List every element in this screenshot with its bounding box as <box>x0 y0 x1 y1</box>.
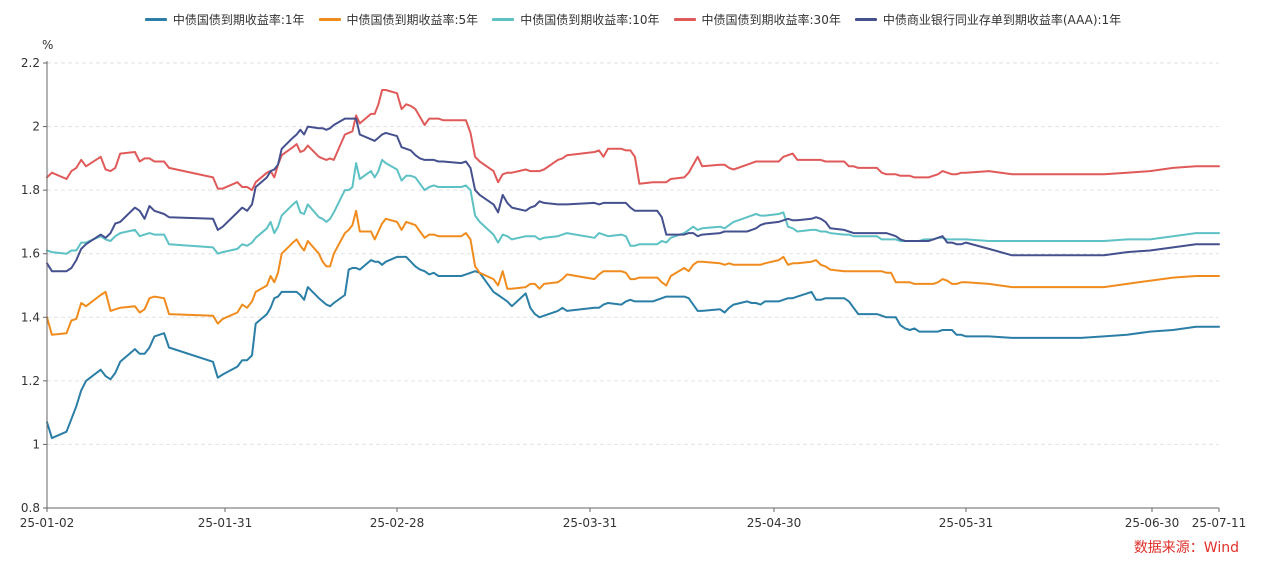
legend-item-30y-treasury[interactable]: 中债国债到期收益率:30年 <box>673 11 841 28</box>
legend-item-1y-treasury[interactable]: 中债国债到期收益率:1年 <box>144 11 305 28</box>
legend-swatch-10y-treasury <box>492 17 515 21</box>
legend: 中债国债到期收益率:1年 中债国债到期收益率:5年 中债国债到期收益率:10年 … <box>0 9 1266 29</box>
y-tick-label-4: 1.6 <box>21 247 40 261</box>
legend-label-ncd-1y: 中债商业银行同业存单到期收益率(AAA):1年 <box>882 12 1122 27</box>
x-tick-label-6: 25-06-30 <box>1125 516 1179 530</box>
legend-item-ncd-1y[interactable]: 中债商业银行同业存单到期收益率(AAA):1年 <box>854 11 1122 28</box>
legend-label-10y-treasury: 中债国债到期收益率:10年 <box>520 12 660 27</box>
x-tick-label-0: 25-01-02 <box>20 516 74 530</box>
legend-item-5y-treasury[interactable]: 中债国债到期收益率:5年 <box>318 11 479 28</box>
x-tick-label-2: 25-02-28 <box>370 516 424 530</box>
x-tick-label-4: 25-04-30 <box>747 516 801 530</box>
line-30y-treasury <box>46 89 1220 192</box>
source-note: 数据来源：Wind <box>1133 540 1239 556</box>
y-tick-label-3: 1.4 <box>21 310 40 324</box>
grid-layer <box>47 62 1219 445</box>
y-tick-label-1: 1 <box>32 437 40 451</box>
y-tick-label-6: 2 <box>32 120 40 134</box>
y-tick-label-7: 2.2 <box>21 56 40 70</box>
line-1y-treasury <box>46 255 1220 440</box>
line-10y-treasury <box>46 158 1220 255</box>
x-tick-label-1: 25-01-31 <box>198 516 252 530</box>
y-tick-label-2: 1.2 <box>21 374 40 388</box>
legend-label-1y-treasury: 中债国债到期收益率:1年 <box>172 12 305 27</box>
legend-label-5y-treasury: 中债国债到期收益率:5年 <box>346 12 479 27</box>
legend-item-10y-treasury[interactable]: 中债国债到期收益率:10年 <box>492 11 660 28</box>
line-5y-treasury <box>46 209 1220 336</box>
y-tick-label-5: 1.8 <box>21 183 40 197</box>
legend-swatch-1y-treasury <box>144 17 167 21</box>
series-layer <box>46 89 1220 440</box>
legend-swatch-ncd-1y <box>854 17 877 21</box>
legend-label-30y-treasury: 中债国债到期收益率:30年 <box>701 12 841 27</box>
x-tick-label-5: 25-05-31 <box>939 516 993 530</box>
y-tick-label-0: 0.8 <box>21 501 40 515</box>
x-tick-label-3: 25-03-31 <box>563 516 617 530</box>
legend-swatch-30y-treasury <box>673 17 696 21</box>
y-axis-unit-label: % <box>42 38 53 52</box>
line-ncd-1y <box>46 117 1220 273</box>
x-tick-label-7: 25-07-11 <box>1192 516 1246 530</box>
legend-swatch-5y-treasury <box>318 17 341 21</box>
axis-layer: 0.8 1 1.2 1.4 1.6 1.8 2 2.2% 25-01-02 25-01-31 25-… <box>20 38 1246 530</box>
